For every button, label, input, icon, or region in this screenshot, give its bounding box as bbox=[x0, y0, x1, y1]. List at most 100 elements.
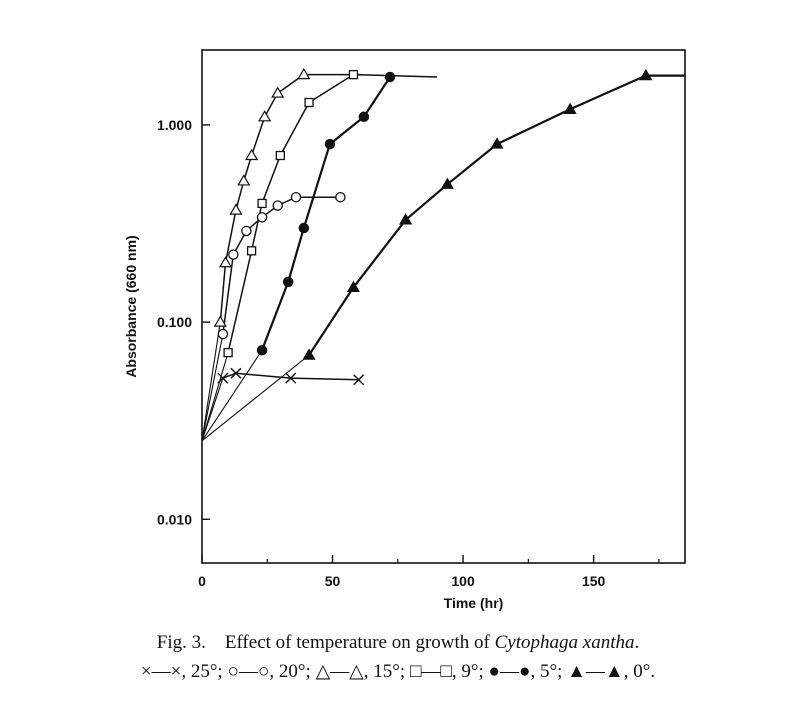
triangle-marker bbox=[440, 177, 454, 189]
origin-line-series-4 bbox=[201, 349, 263, 442]
triangle-marker bbox=[563, 102, 577, 114]
plot-frame bbox=[201, 49, 686, 564]
triangle-marker bbox=[346, 280, 360, 292]
cross-marker bbox=[285, 372, 297, 384]
data-point-series-5 bbox=[440, 177, 454, 189]
origin-line-series-3 bbox=[201, 352, 229, 441]
data-point-series-2 bbox=[218, 256, 233, 268]
circle-marker bbox=[256, 212, 268, 223]
triangle-marker bbox=[297, 67, 311, 80]
data-point-series-3 bbox=[223, 347, 233, 358]
square-marker bbox=[246, 246, 257, 256]
x-tick-label: 150 bbox=[582, 573, 606, 589]
y-tick-label: 1.000 bbox=[157, 117, 192, 133]
cross-marker bbox=[230, 367, 242, 379]
data-point-series-3 bbox=[275, 150, 285, 161]
data-point-series-1 bbox=[290, 191, 302, 203]
data-point-series-4 bbox=[256, 344, 268, 356]
circle-marker bbox=[282, 276, 294, 288]
data-point-series-4 bbox=[282, 276, 294, 288]
circle-marker bbox=[358, 111, 370, 123]
data-point-series-5 bbox=[399, 213, 413, 225]
data-point-series-4 bbox=[358, 111, 370, 123]
circle-marker bbox=[384, 71, 396, 83]
x-tick-label: 0 bbox=[198, 573, 206, 589]
legend-symbol-15: △—△ bbox=[315, 661, 364, 682]
y-axis-label: Absorbance (660 nm) bbox=[123, 235, 139, 377]
circle-marker bbox=[298, 222, 310, 234]
caption-suffix: . bbox=[634, 632, 640, 653]
data-point-series-5 bbox=[302, 348, 316, 360]
data-point-series-0 bbox=[230, 367, 242, 379]
cross-marker bbox=[217, 372, 229, 384]
data-point-series-2 bbox=[297, 67, 311, 80]
triangle-marker bbox=[490, 137, 504, 149]
square-marker bbox=[304, 97, 314, 108]
legend-label-15: , 15°; bbox=[363, 661, 410, 682]
caption-species: Cytophaga xantha bbox=[494, 632, 635, 653]
legend-symbol-25: ×—× bbox=[140, 661, 182, 682]
data-point-series-0 bbox=[285, 372, 297, 384]
data-point-series-0 bbox=[353, 374, 365, 386]
data-point-series-1 bbox=[256, 212, 268, 223]
series-line-series-1 bbox=[222, 196, 341, 335]
data-point-series-4 bbox=[298, 222, 310, 234]
origin-line-series-5 bbox=[201, 354, 310, 442]
y-tick-label: 0.100 bbox=[157, 314, 192, 330]
circle-marker bbox=[228, 249, 239, 260]
legend-label-20: , 20°; bbox=[269, 661, 316, 682]
triangle-marker bbox=[271, 86, 285, 98]
triangle-marker bbox=[245, 148, 259, 161]
triangle-marker bbox=[639, 68, 653, 81]
x-tick-label: 100 bbox=[451, 573, 475, 589]
series-line-series-4 bbox=[260, 76, 391, 351]
data-point-series-2 bbox=[245, 148, 259, 161]
legend-symbol-0: ▲—▲ bbox=[567, 661, 624, 682]
triangle-marker bbox=[258, 110, 272, 122]
data-point-series-2 bbox=[229, 203, 243, 215]
caption-line-1: Fig. 3. Effect of temperature on growth … bbox=[0, 628, 796, 657]
x-axis-label: Time (hr) bbox=[444, 595, 504, 611]
data-point-series-5 bbox=[490, 137, 504, 149]
data-point-series-1 bbox=[217, 328, 229, 340]
square-marker bbox=[223, 347, 233, 358]
data-point-series-4 bbox=[384, 71, 396, 83]
data-point-series-1 bbox=[228, 249, 239, 260]
circle-marker bbox=[324, 138, 336, 150]
data-point-series-2 bbox=[237, 174, 251, 186]
origin-line-series-1 bbox=[201, 333, 224, 441]
data-point-series-1 bbox=[241, 225, 252, 237]
plot-area: 0 50 100 150 0.010 0.100 1.000 bbox=[157, 49, 686, 589]
circle-marker bbox=[290, 191, 302, 203]
legend-label-5: , 5°; bbox=[530, 661, 568, 682]
square-marker bbox=[348, 69, 359, 80]
data-point-series-2 bbox=[213, 315, 227, 327]
data-point-series-3 bbox=[246, 246, 257, 256]
triangle-marker bbox=[218, 256, 233, 268]
data-point-series-2 bbox=[271, 86, 285, 98]
growth-chart: 0 50 100 150 0.010 0.100 1.000 Absorbance (660… bbox=[123, 49, 686, 611]
data-point-series-2 bbox=[258, 110, 272, 122]
triangle-marker bbox=[237, 174, 251, 186]
data-point-series-5 bbox=[563, 102, 577, 114]
data-point-series-0 bbox=[217, 372, 229, 384]
data-point-series-4 bbox=[324, 138, 336, 150]
square-marker bbox=[275, 150, 285, 161]
triangle-marker bbox=[213, 315, 227, 327]
data-point-series-1 bbox=[335, 191, 346, 203]
data-point-series-3 bbox=[257, 198, 267, 209]
data-point-series-5 bbox=[346, 280, 360, 292]
data-point-series-3 bbox=[348, 69, 359, 80]
legend-label-25: , 25°; bbox=[181, 661, 228, 682]
series-line-series-0 bbox=[222, 372, 359, 381]
origin-line-series-2 bbox=[201, 322, 221, 441]
y-tick-label: 0.010 bbox=[157, 511, 192, 527]
legend-symbol-20: ○—○ bbox=[227, 661, 270, 682]
legend-symbol-5: ●—● bbox=[488, 661, 531, 682]
caption-prefix: Fig. 3. Effect of temperature on growth … bbox=[156, 632, 495, 653]
circle-marker bbox=[217, 328, 229, 340]
triangle-marker bbox=[399, 213, 413, 225]
circle-marker bbox=[272, 200, 283, 211]
triangle-marker bbox=[302, 348, 316, 360]
caption-line-2: ×—×, 25°; ○—○, 20°; △—△, 15°; □—□, 9°; ●… bbox=[0, 657, 796, 686]
